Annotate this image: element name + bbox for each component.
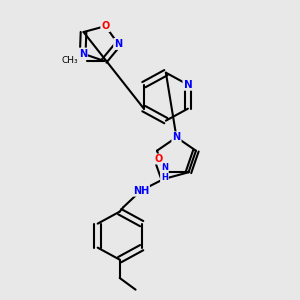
Text: N
H: N H	[161, 163, 168, 182]
Text: CH₃: CH₃	[61, 56, 78, 65]
Text: NH: NH	[133, 186, 149, 196]
Text: N: N	[114, 39, 122, 49]
Text: N: N	[184, 80, 192, 90]
Text: O: O	[101, 21, 110, 31]
Text: O: O	[154, 154, 163, 164]
Text: N: N	[172, 132, 181, 142]
Text: N: N	[79, 49, 87, 58]
